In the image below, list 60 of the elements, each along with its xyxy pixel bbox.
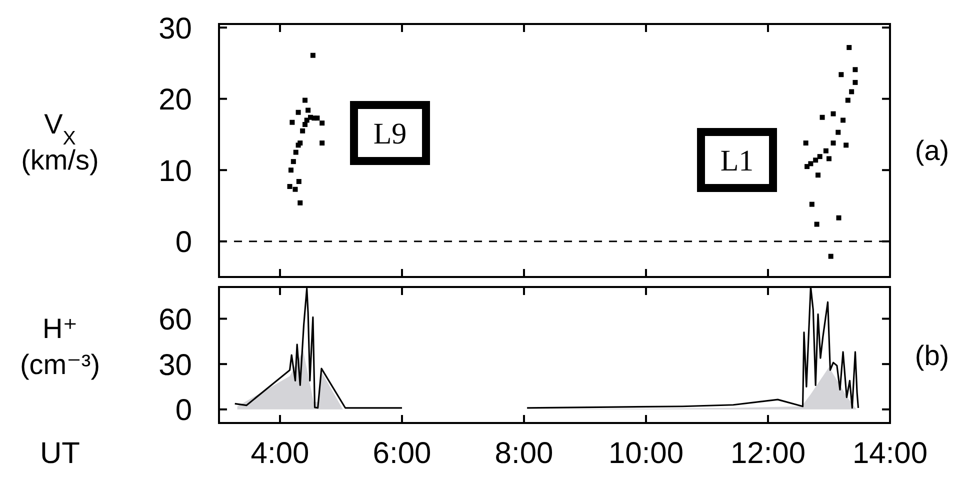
point [298, 200, 303, 206]
point [830, 140, 836, 146]
point [314, 116, 320, 121]
point [852, 67, 858, 72]
point [846, 45, 852, 50]
point [290, 159, 296, 164]
point [849, 89, 854, 94]
point [826, 156, 832, 162]
x-tick-label: 12:00 [730, 437, 806, 470]
point [816, 172, 821, 178]
point [293, 150, 298, 155]
point [828, 254, 834, 259]
point [840, 118, 846, 123]
point [292, 186, 298, 192]
point [838, 72, 844, 78]
x-axis-title: UT [40, 437, 80, 470]
x-tick-label: 6:00 [372, 437, 432, 470]
point [852, 80, 858, 85]
point [320, 120, 325, 126]
point [845, 98, 850, 103]
point [296, 179, 302, 184]
text: (b) [914, 340, 950, 371]
point [296, 110, 301, 115]
y-tick-label: 0 [175, 394, 192, 428]
y-tick-label: 60 [158, 304, 192, 337]
y-tick-label: 30 [158, 348, 192, 382]
point [808, 161, 814, 166]
x-tick-label: 10:00 [608, 437, 684, 470]
point [306, 108, 311, 113]
point [836, 215, 842, 220]
x-tick-label: 4:00 [250, 437, 310, 470]
point [817, 154, 822, 160]
point [823, 148, 828, 154]
x-tick-label: 8:00 [494, 437, 554, 470]
point [803, 140, 808, 146]
point [814, 222, 820, 227]
annotation: L9 [373, 118, 407, 150]
point [287, 184, 292, 189]
y-tick-label: 30 [158, 12, 192, 46]
y-tick-label: 0 [175, 226, 192, 260]
x-tick-label: 14:00 [852, 437, 928, 470]
point [809, 202, 814, 207]
point [813, 158, 818, 163]
point [300, 128, 306, 134]
point [288, 168, 294, 173]
point [310, 52, 316, 58]
text: (a) [914, 135, 950, 166]
y-tick-label: 10 [158, 154, 192, 188]
point [302, 122, 308, 127]
y-tick-label: 20 [158, 84, 192, 117]
point [820, 114, 825, 120]
annotation: L1 [720, 144, 754, 178]
point [830, 111, 836, 116]
point [320, 140, 325, 146]
y-axis-title: H⁺ (cm⁻³) [20, 313, 100, 380]
y-axis-title: V$_{X}$ (km/s) [21, 108, 99, 176]
point [290, 120, 295, 125]
point [844, 142, 849, 148]
point [302, 98, 308, 103]
point [836, 130, 841, 135]
